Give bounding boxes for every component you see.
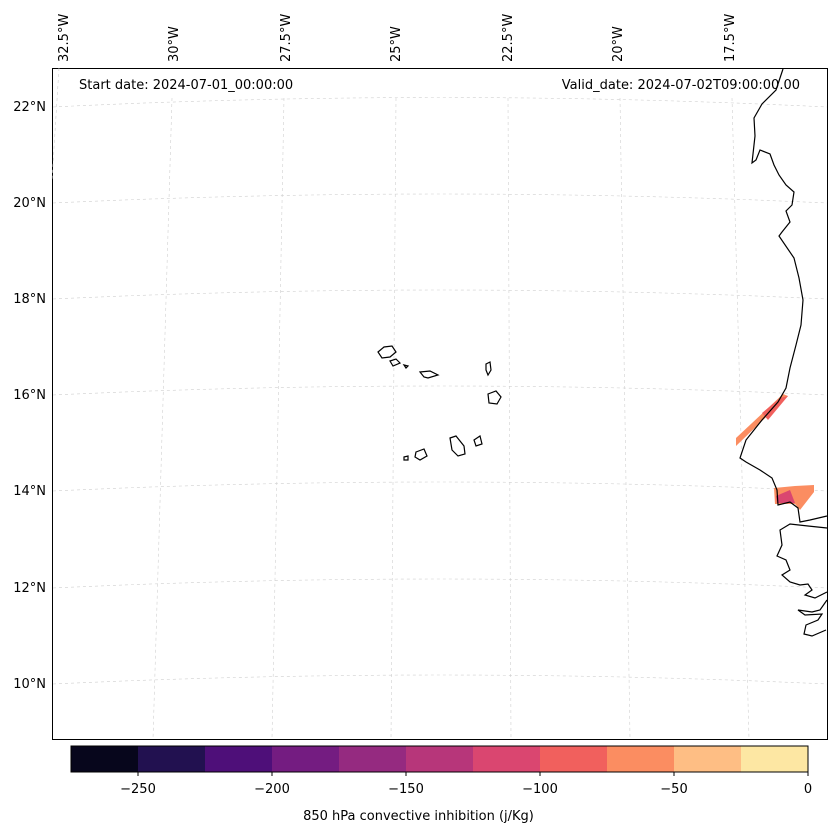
- lat-label: 12°N: [13, 581, 46, 596]
- colorbar-segment: [741, 746, 809, 772]
- start-date-label: Start date: 2024-07-01_00:00:00: [79, 78, 294, 93]
- colorbar-outline: [70, 745, 809, 773]
- cape-verde-maio: [473, 435, 483, 447]
- colorbar-title: 850 hPa convective inhibition (j/Kg): [303, 809, 534, 824]
- lat-label: 14°N: [13, 484, 46, 499]
- lon-label: 25°W: [389, 26, 404, 62]
- gambia-core: [776, 490, 795, 503]
- colorbar-segment: [473, 746, 541, 772]
- colorbar-segment: [205, 746, 273, 772]
- cape-verde-brava: [403, 455, 409, 461]
- valid-date-label: Valid_date: 2024-07-02T09:00:00.00: [561, 78, 800, 93]
- cape-verde-boa-vista: [487, 390, 502, 405]
- lon-label: 32.5°W: [57, 14, 72, 62]
- cape-verde-sao-nicolau: [418, 370, 440, 379]
- colorbar-segment: [607, 746, 675, 772]
- meridian-25w: [390, 97, 397, 740]
- colorbar-tick-label: −100: [522, 782, 558, 797]
- latitude-labels: 22°N 20°N 18°N 16°N 14°N 12°N 10°N: [13, 100, 46, 692]
- colorbar-ticks: −250 −200 −150 −100 −50 0: [120, 782, 812, 797]
- colorbar-segment: [406, 746, 474, 772]
- parallel-22n: [52, 97, 828, 108]
- colorbar-segment: [71, 746, 139, 772]
- lat-label: 20°N: [13, 196, 46, 211]
- lon-label: 20°W: [611, 26, 626, 62]
- lon-label: 17.5°W: [723, 14, 738, 62]
- parallel-14n: [52, 481, 828, 492]
- lat-label: 10°N: [13, 677, 46, 692]
- meridian-30w: [152, 97, 173, 740]
- colorbar-tick-label: −200: [254, 782, 290, 797]
- cape-verde-fogo: [414, 448, 428, 461]
- coastlines: [377, 68, 828, 637]
- meridian-17-5w: [731, 97, 750, 740]
- colorbar-tick-label: −150: [388, 782, 424, 797]
- longitude-labels: 32.5°W 30°W 27.5°W 25°W 22.5°W 20°W 17.5…: [57, 14, 738, 62]
- map-frame: [52, 68, 828, 740]
- colorbar: [70, 745, 809, 776]
- lat-label: 18°N: [13, 292, 46, 307]
- colorbar-segment: [339, 746, 407, 772]
- lat-label: 16°N: [13, 388, 46, 403]
- cape-verde-sao-vicente: [389, 358, 402, 367]
- parallel-18n: [52, 289, 828, 300]
- cape-verde-santa-luzia: [402, 364, 410, 369]
- parallel-12n: [52, 578, 828, 589]
- parallel-16n: [52, 385, 828, 396]
- lon-label: 30°W: [167, 26, 182, 62]
- colorbar-segment: [540, 746, 608, 772]
- senegal-north-core: [762, 396, 788, 420]
- lon-label: 27.5°W: [279, 14, 294, 62]
- cape-verde-sal: [485, 361, 492, 377]
- africa-coastline: [739, 68, 828, 637]
- colorbar-tick-label: −250: [120, 782, 156, 797]
- meridian-22-5w: [507, 97, 512, 740]
- parallel-10n: [52, 674, 828, 685]
- meridian-32-5w: [51, 67, 60, 181]
- colorbar-tick-label: 0: [804, 782, 812, 797]
- meridian-27-5w: [271, 97, 285, 740]
- cape-verde-santiago: [449, 435, 466, 457]
- colorbar-segment: [674, 746, 742, 772]
- lon-label: 22.5°W: [501, 14, 516, 62]
- meridian-20w: [619, 97, 631, 740]
- parallel-20n: [52, 193, 828, 204]
- colorbar-segment: [138, 746, 206, 772]
- gridlines: [51, 67, 828, 740]
- colorbar-segment: [272, 746, 340, 772]
- colorbar-tick-label: −50: [660, 782, 687, 797]
- lat-label: 22°N: [13, 100, 46, 115]
- cape-verde-santo-antao: [377, 345, 397, 359]
